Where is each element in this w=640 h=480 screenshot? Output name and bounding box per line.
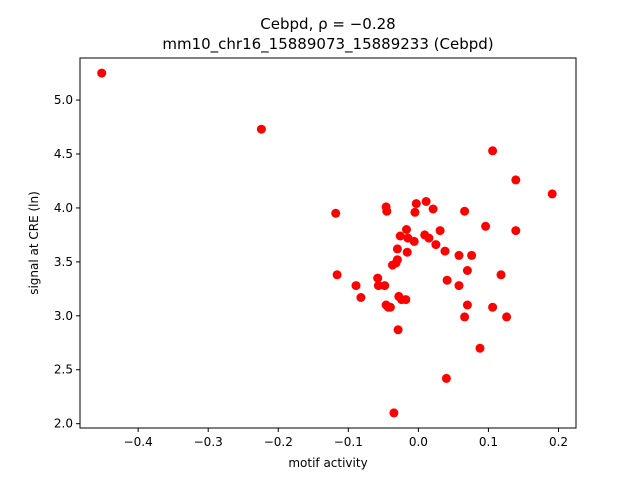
- x-tick-label: −0.4: [124, 435, 153, 449]
- data-point: [488, 302, 498, 312]
- x-tick-label: 0.2: [549, 435, 568, 449]
- data-point: [351, 281, 361, 291]
- y-axis-ticks: 2.0 2.5 3.0 3.5 4.0 4.5 5.0: [54, 93, 80, 431]
- data-point: [392, 244, 402, 254]
- data-point: [435, 226, 445, 236]
- x-tick-label: −0.3: [194, 435, 223, 449]
- data-point: [402, 225, 411, 234]
- data-point: [502, 312, 512, 322]
- data-point: [421, 197, 431, 206]
- data-point: [431, 240, 441, 250]
- x-tick-label: 0.1: [479, 435, 498, 449]
- y-tick-label: 3.0: [54, 309, 73, 323]
- x-axis-ticks: −0.4 −0.3 −0.2 −0.1 0.0 0.1 0.2: [124, 428, 568, 449]
- data-point: [454, 281, 464, 291]
- data-point: [424, 233, 434, 243]
- data-point: [441, 373, 451, 383]
- data-point: [380, 281, 390, 291]
- y-tick-label: 2.5: [54, 363, 73, 377]
- data-point: [389, 408, 399, 418]
- data-point: [382, 206, 392, 216]
- chart-title-line2: mm10_chr16_15889073_15889233 (Cebpd): [162, 35, 493, 54]
- data-point: [373, 281, 383, 291]
- data-point: [428, 204, 438, 214]
- data-point: [462, 266, 472, 275]
- data-point: [385, 302, 395, 312]
- y-tick-label: 2.0: [54, 417, 73, 431]
- data-point: [401, 295, 411, 305]
- data-point: [373, 273, 383, 283]
- chart-title-line1: Cebpd, ρ = −0.28: [260, 15, 395, 33]
- data-point: [411, 199, 421, 209]
- data-point: [467, 250, 477, 260]
- data-point: [511, 175, 521, 185]
- y-tick-label: 3.5: [54, 255, 73, 269]
- data-point: [481, 221, 491, 231]
- data-point: [462, 300, 472, 310]
- data-point: [454, 250, 464, 260]
- points-layer: [97, 68, 557, 418]
- plot-frame: [79, 57, 577, 429]
- data-point: [392, 255, 402, 265]
- data-point: [460, 206, 470, 216]
- x-axis-label: motif activity: [288, 456, 367, 470]
- data-point: [547, 189, 557, 199]
- data-point: [409, 236, 419, 246]
- data-point: [393, 325, 403, 335]
- data-point: [356, 293, 366, 302]
- x-tick-label: −0.2: [264, 435, 293, 449]
- data-point: [440, 246, 450, 256]
- data-point: [475, 343, 485, 353]
- data-point: [460, 312, 470, 322]
- data-point: [442, 275, 452, 285]
- data-point: [256, 124, 266, 134]
- data-point: [402, 247, 412, 257]
- data-point: [496, 270, 506, 280]
- x-tick-label: −0.1: [334, 435, 363, 449]
- x-tick-label: 0.0: [409, 435, 428, 449]
- data-point: [332, 270, 342, 280]
- data-point: [511, 226, 521, 236]
- data-point: [97, 68, 107, 78]
- data-point: [410, 207, 420, 217]
- y-tick-label: 4.5: [54, 147, 73, 161]
- y-axis-label: signal at CRE (ln): [27, 191, 41, 295]
- data-point: [488, 146, 498, 156]
- y-tick-label: 5.0: [54, 93, 73, 107]
- data-point: [395, 231, 405, 241]
- data-point: [331, 208, 341, 218]
- y-tick-label: 4.0: [54, 201, 73, 215]
